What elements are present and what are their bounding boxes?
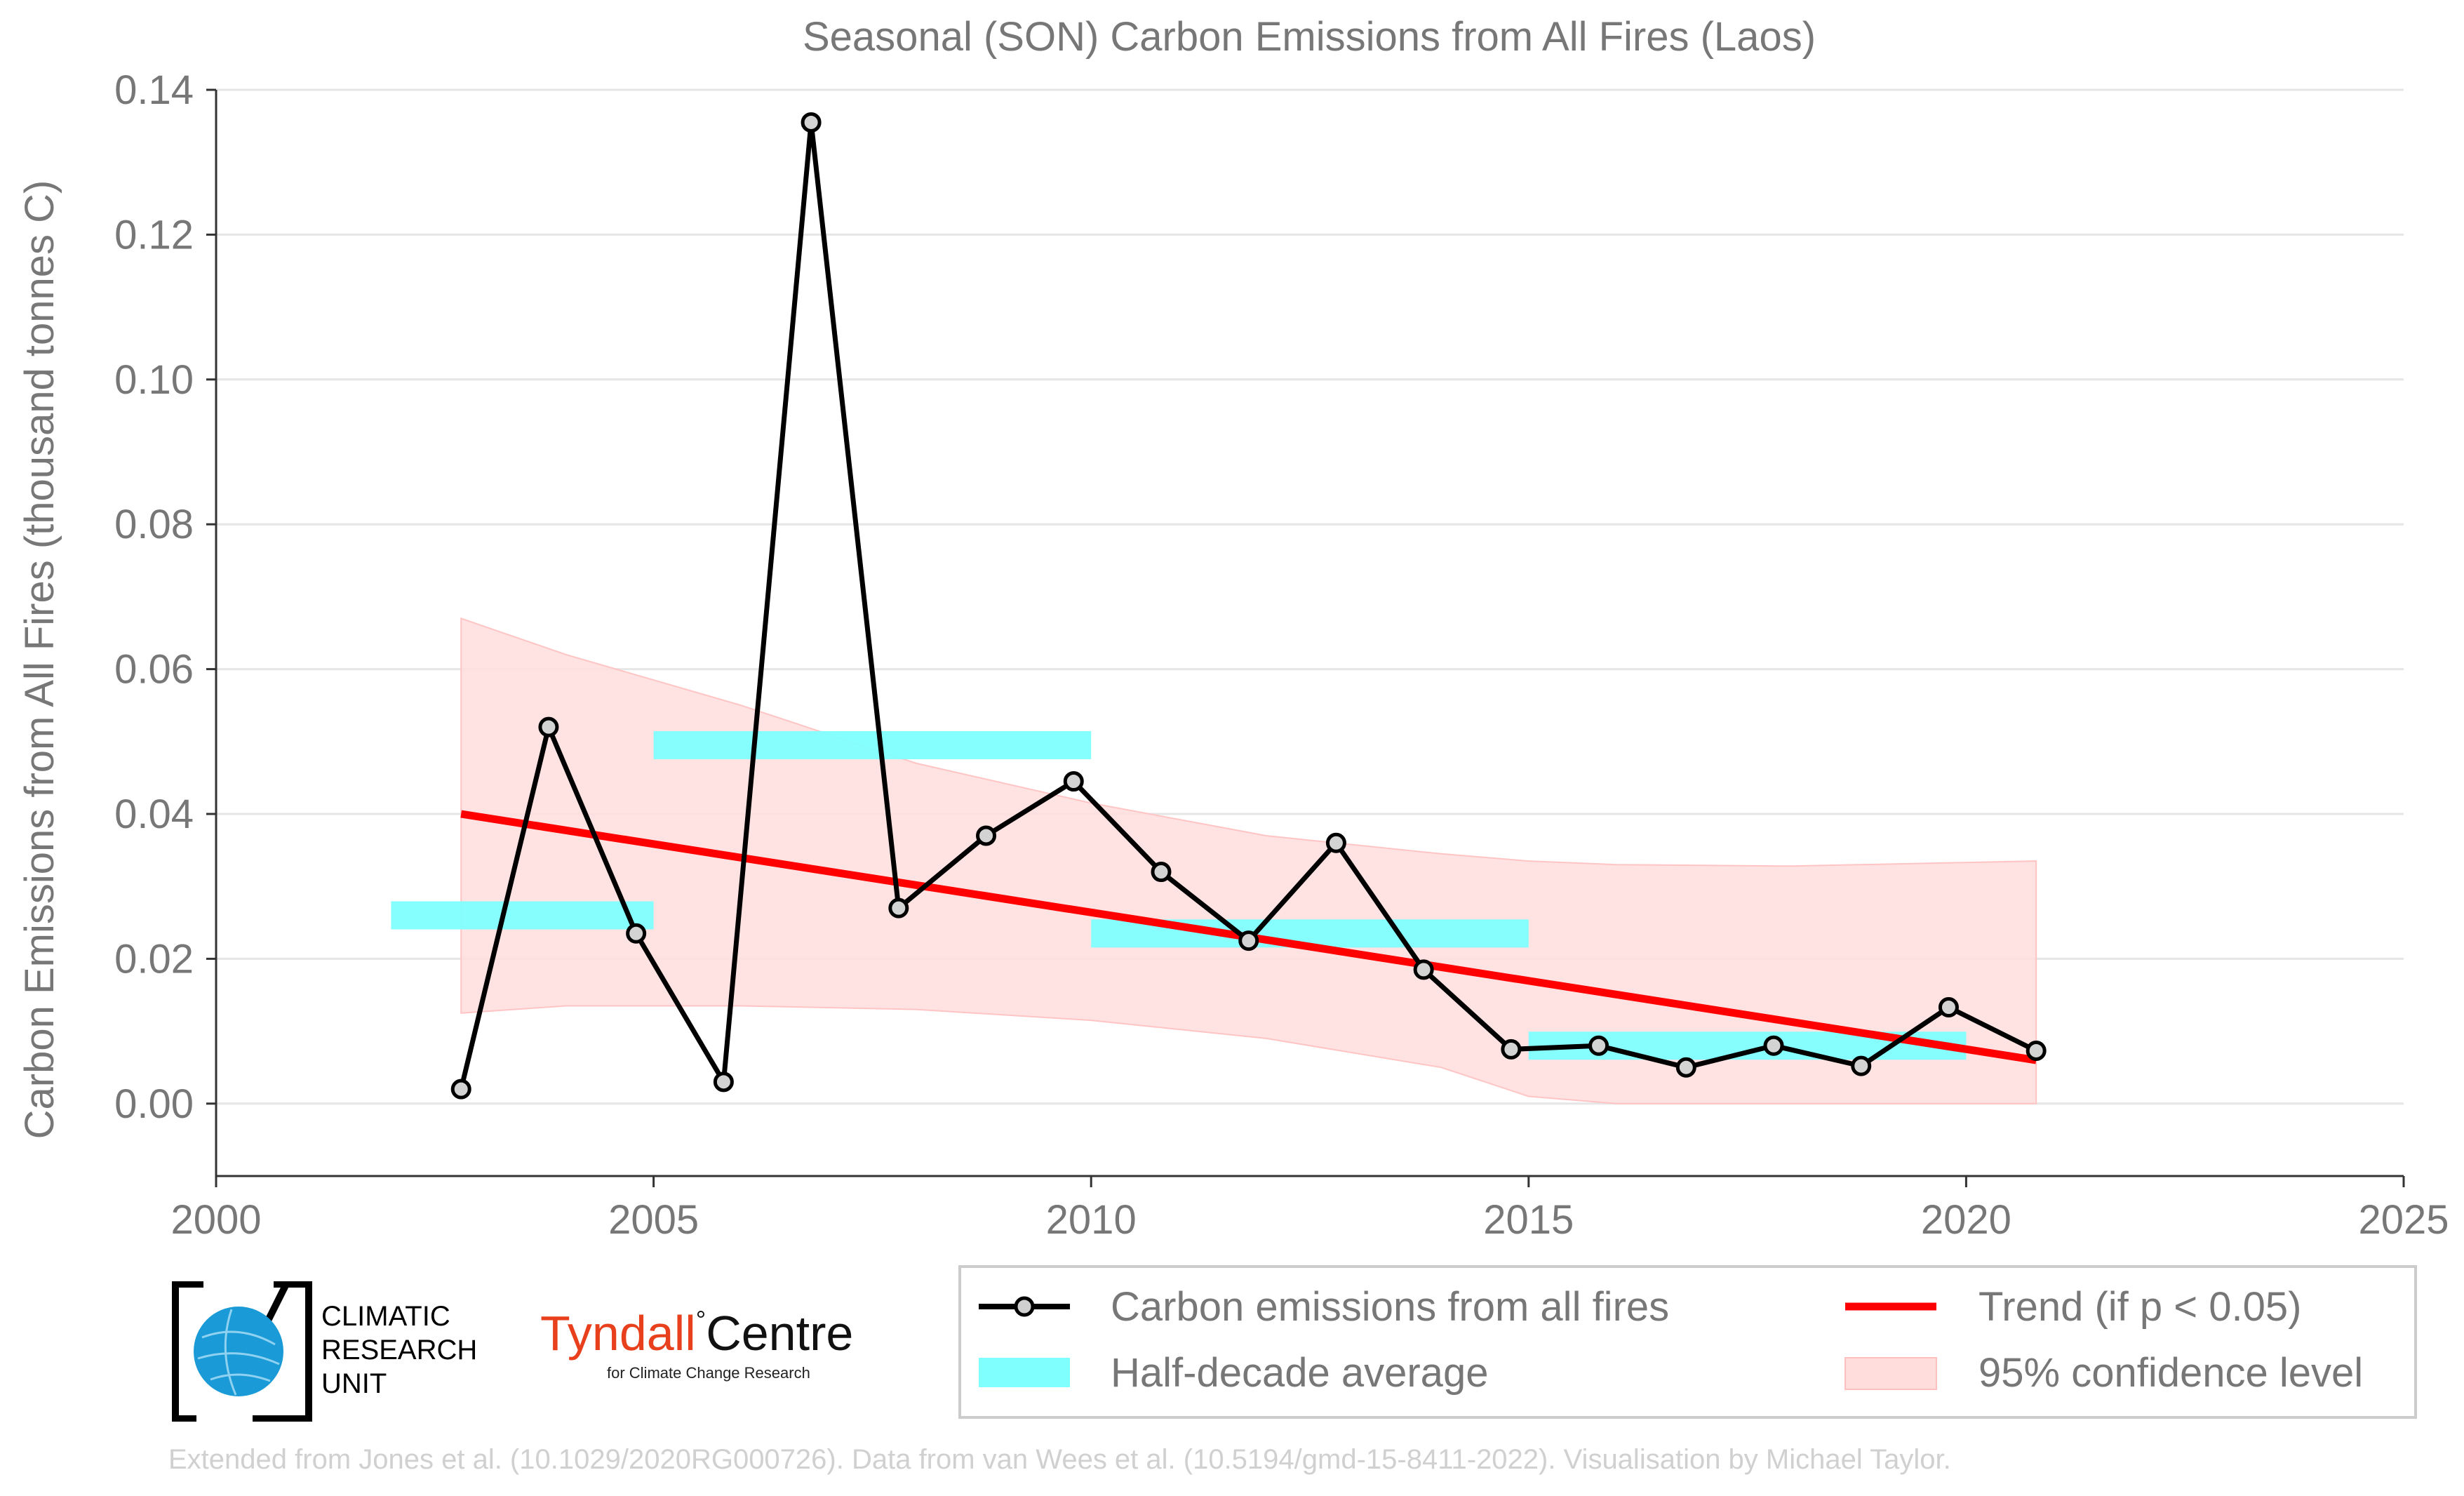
x-tick-label: 2010	[1046, 1197, 1137, 1243]
data-point	[626, 923, 647, 944]
y-axis-label: Carbon Emissions from All Fires (thousan…	[17, 180, 62, 1140]
legend-label-confidence: 95% confidence level	[1978, 1350, 2363, 1396]
x-tick-label: 2015	[1483, 1197, 1574, 1243]
confidence-band	[460, 617, 2037, 1104]
tyndall-subtitle: for Climate Change Research	[607, 1364, 810, 1382]
legend-label-trend: Trend (if p < 0.05)	[1978, 1284, 2301, 1330]
tyndall-degree-icon: °	[695, 1305, 707, 1334]
tyndall-word: Tyndall	[540, 1306, 696, 1361]
legend-marker-swatch	[1014, 1296, 1035, 1317]
x-tick-label: 2000	[170, 1197, 261, 1243]
tyndall-logo: Tyndall°Centre for Climate Change Resear…	[540, 1305, 854, 1382]
data-point	[1938, 997, 1959, 1018]
y-tick-label: 0.02	[114, 936, 194, 982]
axes: 0.00 0.02 0.04 0.06 0.08 0.10 0.12 0.14 2000 2005…	[114, 67, 2449, 1243]
tyndall-centre-word: Centre	[706, 1306, 854, 1361]
cru-line-1: CLIMATIC	[321, 1301, 450, 1332]
data-point	[1238, 930, 1259, 951]
y-tick-label: 0.00	[114, 1081, 194, 1127]
legend-confidence-swatch	[1844, 1357, 1937, 1390]
cru-line-3: UNIT	[321, 1368, 387, 1399]
credit-line: Extended from Jones et al. (10.1029/2020…	[168, 1444, 1951, 1475]
data-point	[1063, 771, 1084, 792]
data-point	[1851, 1055, 1872, 1076]
cru-logo	[172, 1281, 312, 1422]
legend: Carbon emissions from all fires Trend (i…	[958, 1265, 2417, 1419]
data-point	[976, 825, 997, 846]
y-tick-label: 0.06	[114, 647, 194, 693]
y-tick-label: 0.12	[114, 212, 194, 258]
data-point	[1151, 862, 1172, 883]
legend-half-decade-swatch	[979, 1358, 1070, 1387]
y-tick-label: 0.04	[114, 792, 194, 837]
x-tick-label: 2025	[2358, 1197, 2449, 1243]
confidence-band-group	[460, 617, 2037, 1104]
data-point	[713, 1071, 734, 1093]
y-tick-label: 0.14	[114, 67, 194, 113]
legend-frame	[958, 1265, 2417, 1419]
data-point	[1675, 1057, 1696, 1078]
cru-line-2: RESEARCH	[321, 1335, 478, 1365]
cru-logo-text: CLIMATIC RESEARCH UNIT	[321, 1300, 477, 1401]
data-point	[801, 112, 822, 133]
x-tick-label: 2020	[1921, 1197, 2011, 1243]
data-point	[1413, 959, 1434, 980]
data-point	[1763, 1035, 1784, 1056]
half-decade-bar	[653, 730, 1092, 759]
data-point	[450, 1078, 471, 1100]
legend-label-emissions: Carbon emissions from all fires	[1111, 1284, 1669, 1330]
chart-title: Seasonal (SON) Carbon Emissions from All…	[803, 14, 1816, 60]
data-point	[888, 897, 909, 919]
legend-label-half-decade: Half-decade average	[1111, 1350, 1488, 1396]
y-tick-label: 0.10	[114, 357, 194, 403]
data-point	[1588, 1035, 1609, 1056]
data-point	[1325, 832, 1346, 853]
y-tick-label: 0.08	[114, 502, 194, 547]
x-tick-label: 2005	[608, 1197, 699, 1243]
half-decade-bar	[391, 901, 654, 930]
data-point	[2026, 1040, 2047, 1061]
series-group	[450, 112, 2047, 1100]
data-point	[1501, 1038, 1522, 1060]
data-point	[538, 716, 559, 737]
